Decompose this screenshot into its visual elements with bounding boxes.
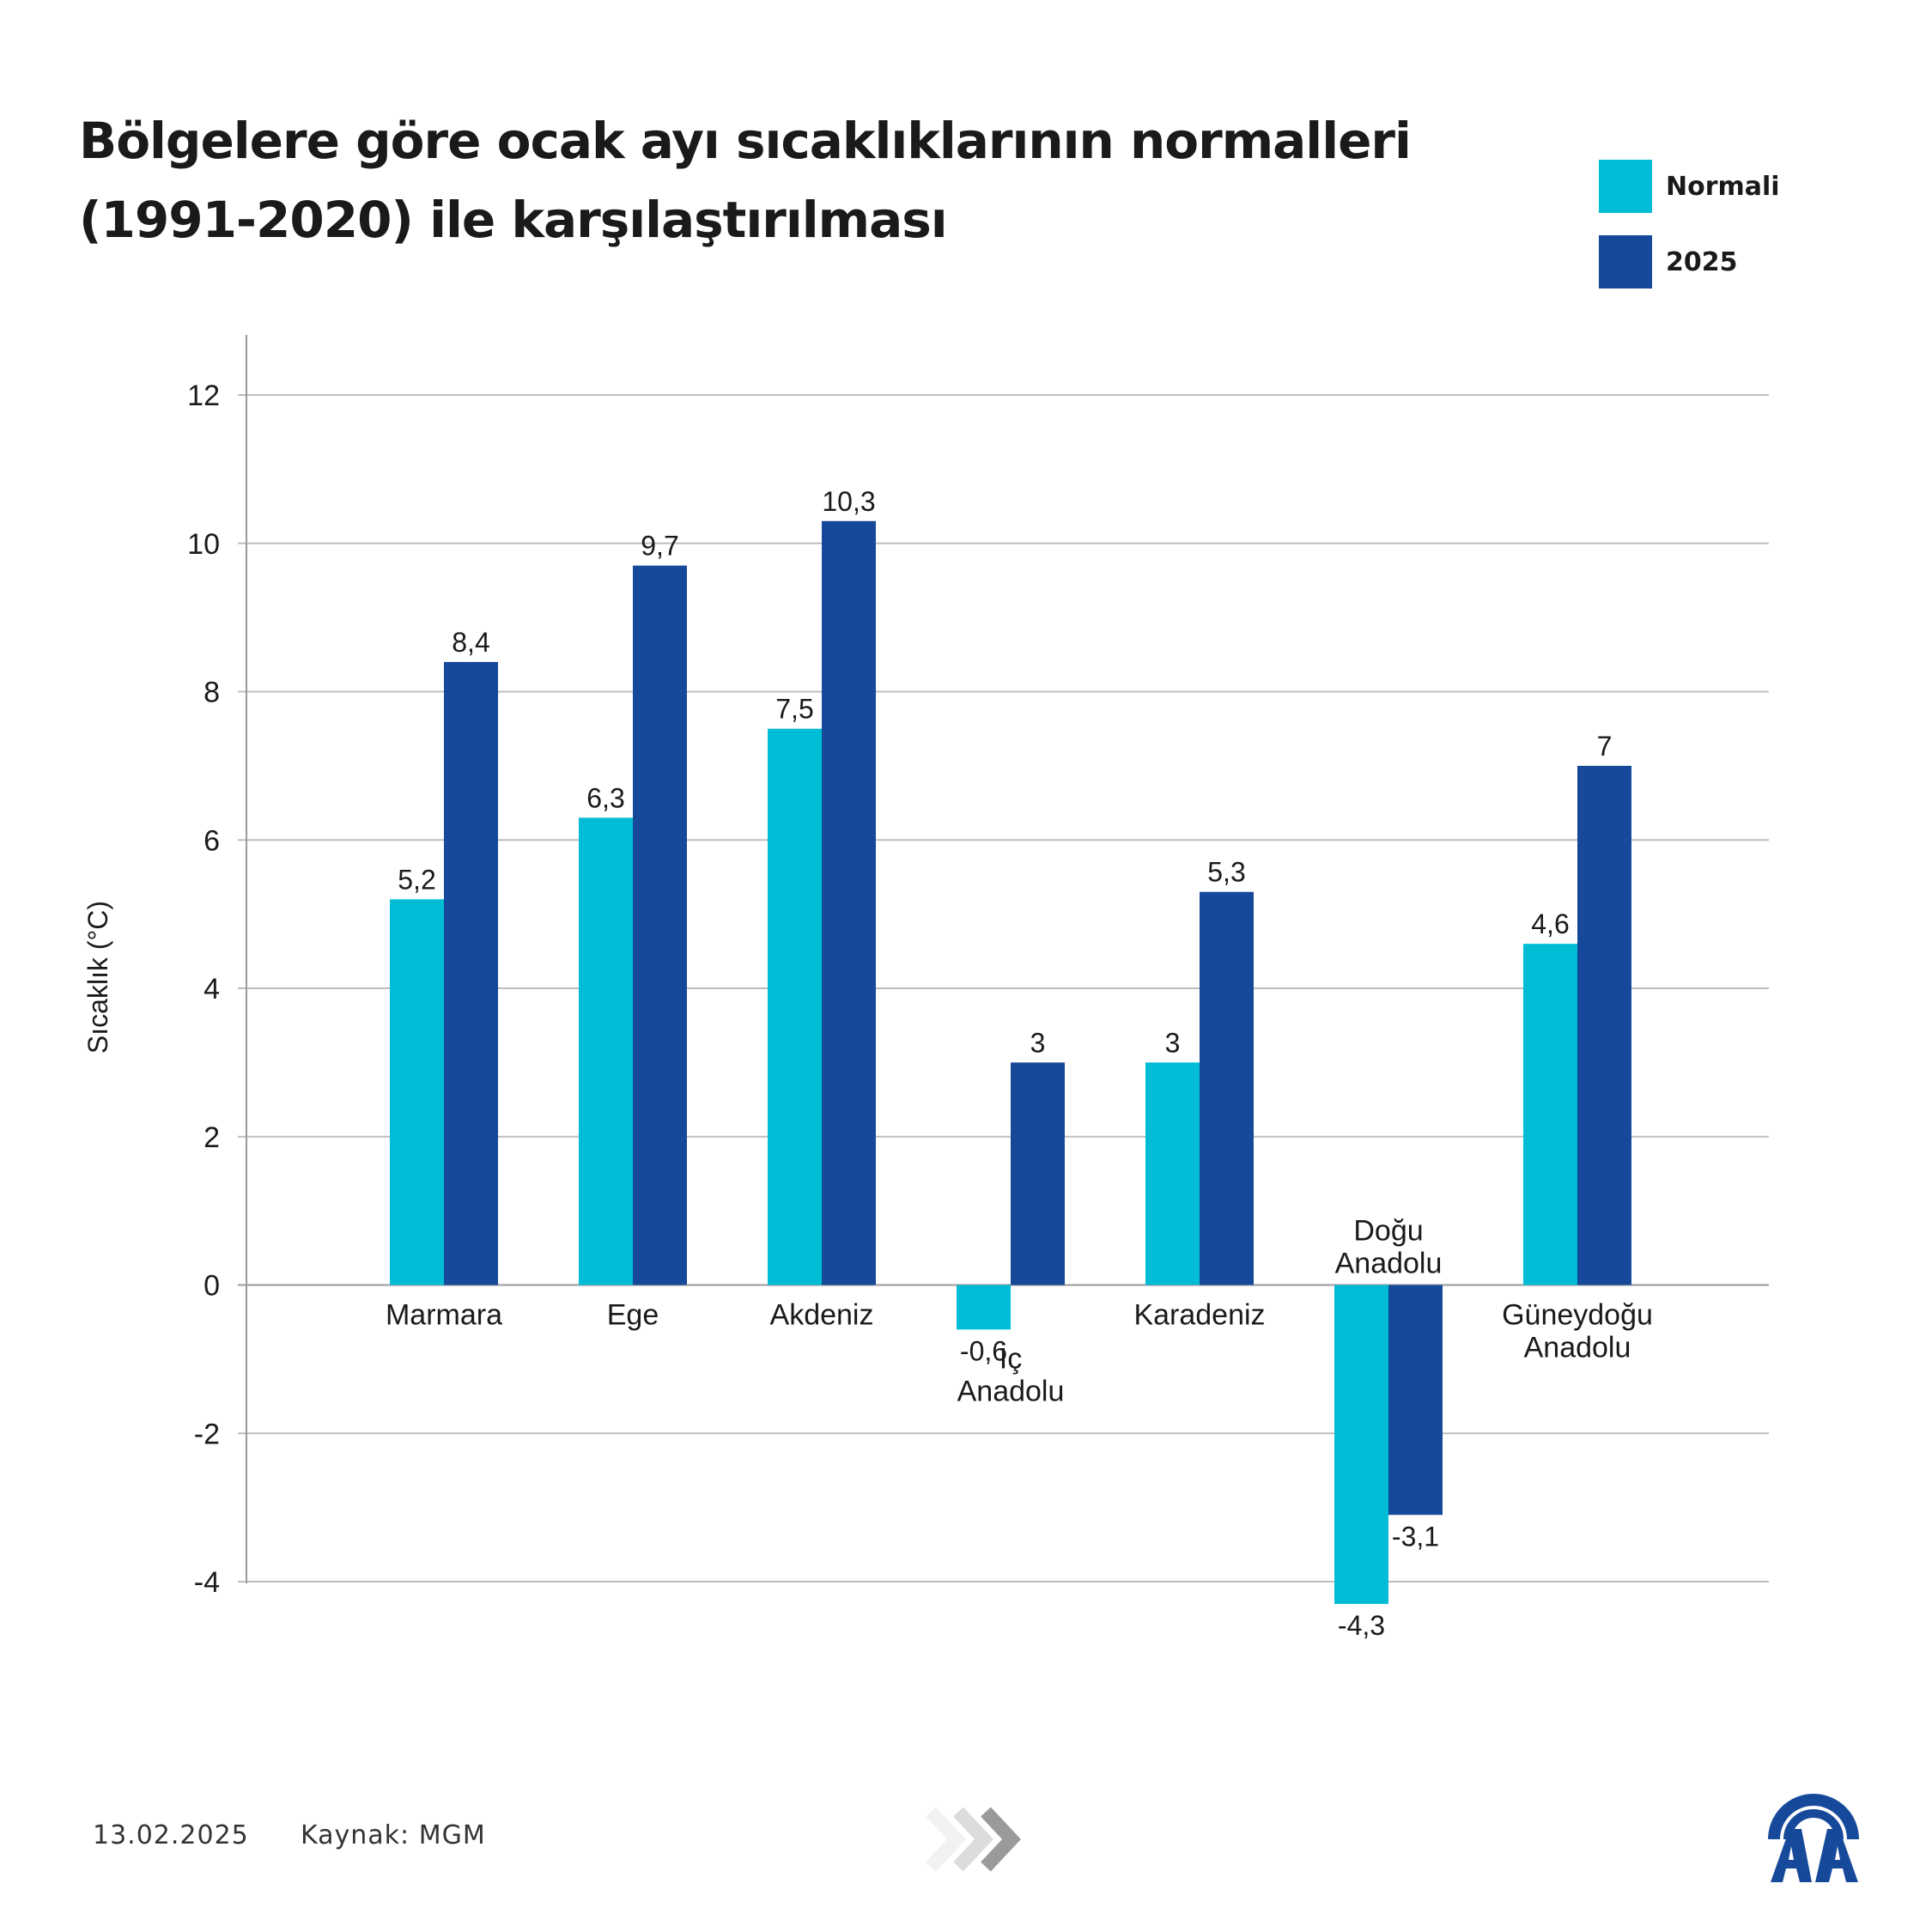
y-tick-label: -2 (194, 1418, 220, 1450)
y-tick-label: 10 (187, 528, 220, 561)
bar (1011, 1062, 1065, 1285)
x-category-label: Anadolu (1524, 1332, 1631, 1364)
data-label: 4,6 (1531, 908, 1569, 939)
data-label: 7,5 (775, 694, 813, 725)
x-category-label: Anadolu (957, 1375, 1065, 1407)
y-tick-label: 6 (204, 824, 220, 857)
bar (822, 520, 876, 1285)
legend-label-2025: 2025 (1666, 246, 1738, 277)
footer-date: 13.02.2025 (93, 1820, 249, 1850)
data-label: 9,7 (641, 531, 678, 562)
bar (1577, 765, 1631, 1285)
bar (1334, 1285, 1388, 1604)
x-category-label: Anadolu (1335, 1248, 1443, 1280)
data-label: -0,6 (960, 1335, 1007, 1366)
bar (1523, 944, 1577, 1285)
data-label: 6,3 (586, 782, 624, 813)
data-label: -4,3 (1338, 1610, 1385, 1641)
chart-title: Bölgelere göre ocak ayı sıcaklıklarının … (79, 101, 1453, 259)
y-tick-label: 2 (204, 1121, 220, 1154)
aa-logo-icon (1768, 1794, 1859, 1882)
y-tick-label: 4 (204, 973, 220, 1005)
bar (1145, 1062, 1200, 1285)
legend-label-normali: Normali (1666, 171, 1780, 202)
bar (957, 1285, 1011, 1330)
data-label: 5,3 (1207, 857, 1245, 888)
legend: Normali 2025 (1599, 160, 1780, 311)
bar (1200, 891, 1254, 1285)
bar (390, 899, 444, 1285)
legend-item-normali: Normali (1599, 160, 1780, 213)
chart-title-line-2: (1991-2020) ile karşılaştırılması (79, 191, 948, 249)
x-category-label: Karadeniz (1133, 1299, 1265, 1332)
y-tick-label: 0 (204, 1270, 220, 1303)
data-label: 8,4 (452, 627, 489, 658)
bar (579, 817, 633, 1285)
data-label: -3,1 (1392, 1521, 1439, 1552)
x-category-label: Akdeniz (770, 1299, 874, 1332)
data-label: 3 (1030, 1027, 1046, 1058)
bar (1388, 1285, 1443, 1516)
x-category-label: Güneydoğu (1502, 1299, 1653, 1332)
y-tick-label: -4 (194, 1566, 220, 1599)
x-category-label: Marmara (386, 1299, 502, 1332)
y-tick-label: 12 (187, 380, 220, 412)
x-category-label: İç (999, 1342, 1022, 1375)
data-label: 10,3 (822, 486, 875, 517)
chevrons-icon (926, 1807, 1021, 1872)
x-category-label: Doğu (1353, 1215, 1423, 1248)
data-label: 7 (1597, 731, 1613, 762)
legend-swatch-normali (1599, 160, 1652, 213)
bar (444, 661, 498, 1285)
bar (633, 565, 687, 1285)
data-label: 3 (1165, 1027, 1181, 1058)
x-category-label: Ege (607, 1299, 659, 1332)
bar (768, 728, 822, 1285)
y-axis-title: Sıcaklık (°C) (82, 901, 113, 1054)
legend-swatch-2025 (1599, 235, 1652, 289)
footer-source: Kaynak: MGM (301, 1820, 486, 1850)
y-tick-label: 8 (204, 677, 220, 709)
data-label: 5,2 (398, 864, 435, 895)
legend-item-2025: 2025 (1599, 235, 1780, 289)
chart-title-line-1: Bölgelere göre ocak ayı sıcaklıklarının … (79, 112, 1412, 170)
